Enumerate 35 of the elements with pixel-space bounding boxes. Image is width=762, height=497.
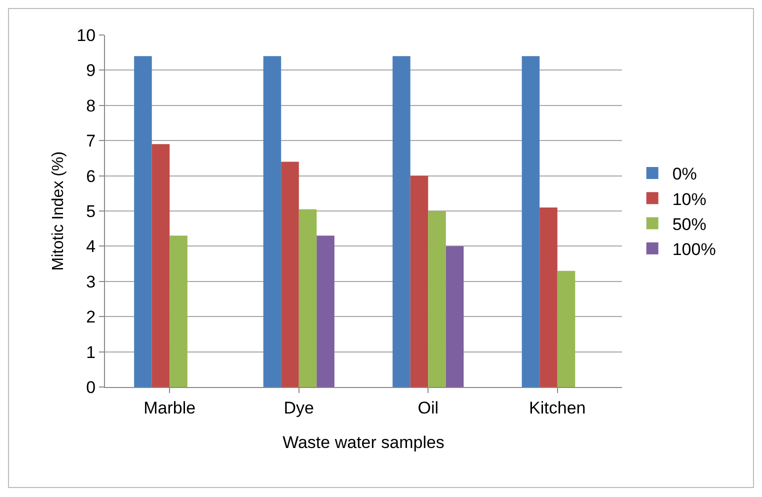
bar bbox=[392, 56, 410, 387]
bar bbox=[410, 176, 428, 387]
y-tick-label: 10 bbox=[76, 26, 96, 45]
y-tick-label: 9 bbox=[86, 61, 96, 80]
bar bbox=[298, 209, 317, 387]
y-axis-title: Mitotic Index (%) bbox=[50, 151, 67, 271]
y-tick-label: 4 bbox=[86, 237, 96, 256]
y-tick-label: 0 bbox=[86, 378, 96, 397]
bar bbox=[152, 144, 170, 387]
x-axis-title: Waste water samples bbox=[282, 433, 444, 452]
bar bbox=[522, 56, 540, 387]
bar bbox=[316, 236, 334, 387]
y-tick-label: 6 bbox=[86, 166, 96, 186]
bar bbox=[540, 207, 558, 387]
bar bbox=[557, 270, 576, 387]
legend-label: 10% bbox=[672, 190, 706, 209]
y-tick-label: 3 bbox=[86, 272, 96, 292]
x-tick-label: Marble bbox=[144, 398, 196, 418]
bar bbox=[134, 56, 152, 387]
x-tick-label: Kitchen bbox=[529, 398, 586, 418]
legend-label: 50% bbox=[672, 214, 706, 234]
legend-label: 100% bbox=[672, 240, 716, 259]
y-tick-label: 7 bbox=[86, 132, 96, 151]
y-tick-label: 2 bbox=[86, 308, 96, 327]
y-tick-label: 8 bbox=[86, 96, 96, 116]
legend-label: 0% bbox=[672, 164, 697, 184]
bar bbox=[428, 211, 446, 387]
bar bbox=[446, 246, 464, 387]
y-tick-label: 5 bbox=[86, 202, 96, 221]
x-tick-label: Dye bbox=[284, 398, 314, 418]
bar bbox=[281, 162, 299, 387]
y-tick-label: 1 bbox=[86, 342, 96, 362]
bar bbox=[263, 56, 282, 387]
bar bbox=[170, 236, 188, 387]
x-tick-label: Oil bbox=[418, 398, 439, 418]
